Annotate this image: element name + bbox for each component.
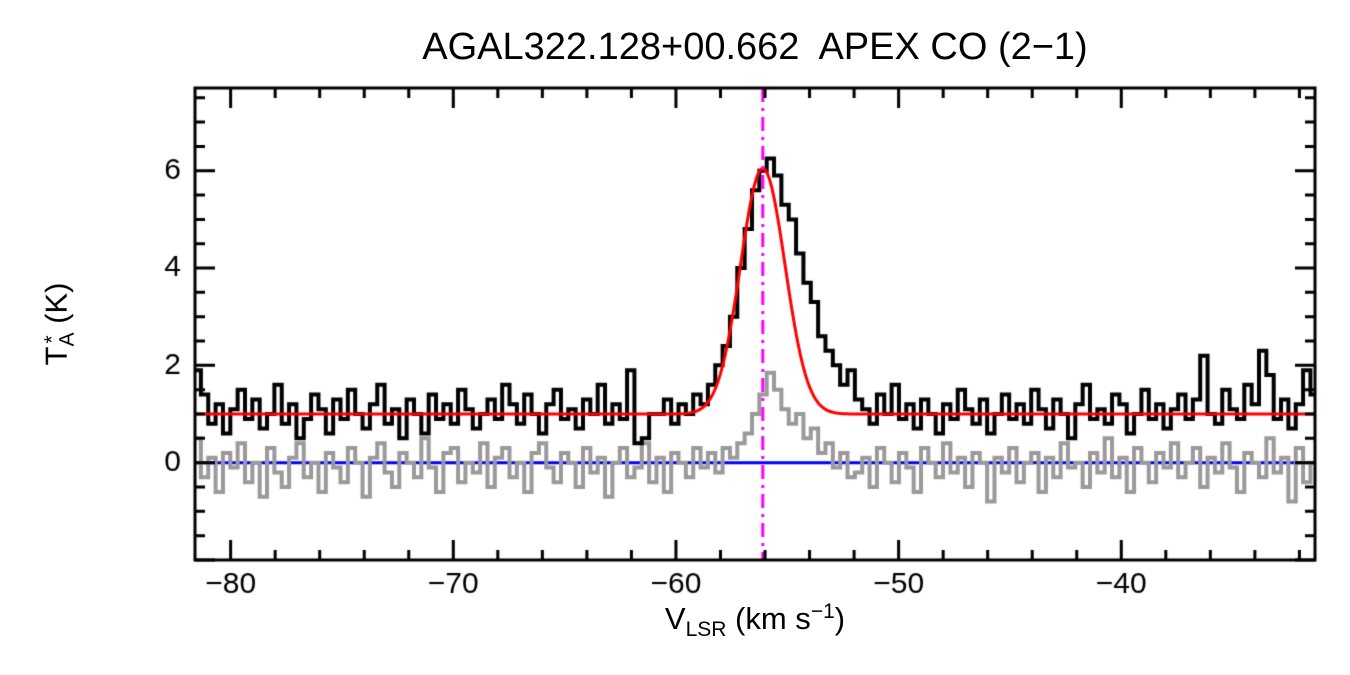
plot-title: AGAL322.128+00.662 APEX CO (2−1)	[422, 26, 1088, 68]
y-label-units: (K)	[38, 282, 74, 333]
y-label-scripts: * A	[41, 332, 79, 347]
x-label-units: (km s	[726, 601, 811, 636]
y-label-subscript: A	[55, 332, 79, 347]
x-label-subscript: LSR	[685, 618, 727, 641]
y-axis-label: T * A (K)	[38, 282, 79, 366]
x-axis-label: VLSR (km s−1)	[195, 600, 1315, 641]
x-label-exponent: −1	[810, 600, 835, 623]
x-label-symbol: V	[664, 601, 686, 636]
y-label-symbol: T	[38, 346, 74, 366]
x-label-close: )	[834, 601, 846, 636]
